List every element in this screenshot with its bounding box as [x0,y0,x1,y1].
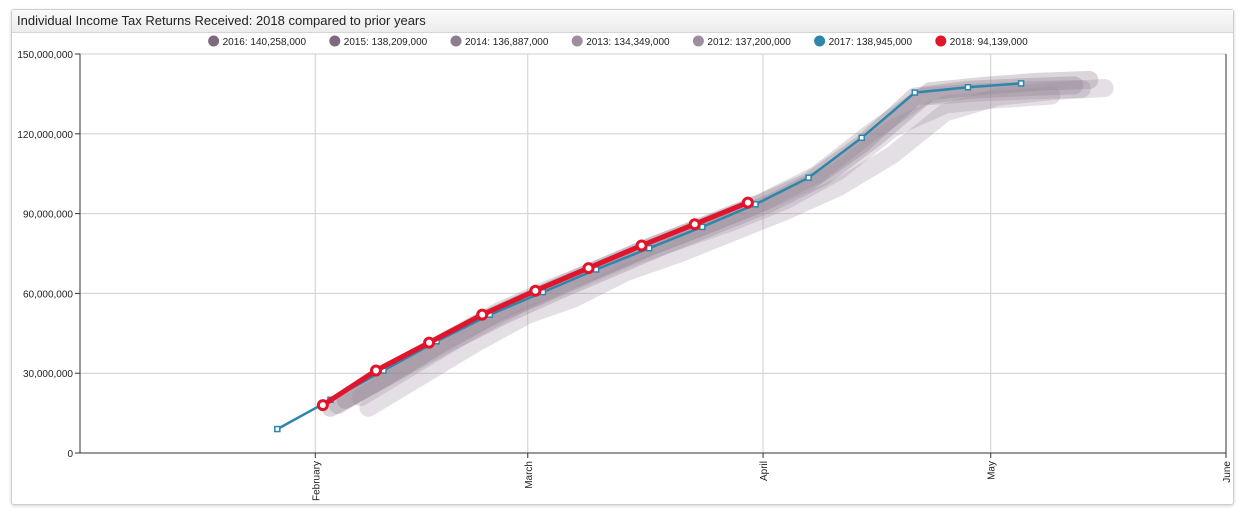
x-tick-label: June [1222,461,1233,483]
chart-panel: Individual Income Tax Returns Received: … [11,9,1234,505]
legend-label: 2014: 136,887,000 [465,37,549,48]
series-layer [274,70,1114,433]
legend-swatch [208,35,220,47]
legend-swatch [692,35,704,47]
data-point-2017 [964,84,972,91]
data-point-2018 [741,196,754,209]
y-tick-label: 120,000,000 [17,130,73,141]
legend: 2016: 140,258,000 2015: 138,209,000 2014: … [208,35,1028,48]
legend-item: 2016: 140,258,000 [208,35,307,48]
y-tick-label: 30,000,000 [23,369,73,380]
data-point-2018 [476,308,489,321]
legend-swatch [571,35,583,47]
data-point-2017 [1017,80,1025,87]
data-point-2017 [805,174,812,181]
x-tick-label: February [311,461,322,501]
data-point-2017 [274,425,281,433]
legend-swatch [935,35,947,47]
series-line-2013 [351,86,1061,407]
y-tick-label: 90,000,000 [23,210,73,221]
data-point-2018 [635,239,648,252]
legend-label: 2018: 94,139,000 [950,37,1028,48]
data-point-2018 [529,284,542,297]
series-line-2012 [359,79,1114,417]
data-point-2017 [858,134,865,142]
y-tick-label: 150,000,000 [17,50,73,61]
legend-label: 2016: 140,258,000 [223,37,307,48]
legend-item: 2013: 134,349,000 [571,35,670,48]
legend-item: 2018: 94,139,000 [935,35,1028,48]
data-point-2018 [369,364,382,377]
x-tick-label: March [524,461,535,489]
data-point-2018 [423,336,436,349]
data-point-2017 [911,89,919,96]
legend-label: 2015: 138,209,000 [344,37,428,48]
series-2012 [359,79,1114,417]
legend-swatch [329,35,341,47]
panel-header: Individual Income Tax Returns Received: … [12,10,1233,33]
legend-label: 2012: 137,200,000 [707,37,791,48]
legend-label: 2013: 134,349,000 [586,37,670,48]
x-tick-label: April [759,461,770,481]
data-point-2018 [688,218,701,231]
legend-swatch [814,35,826,47]
chart-title: Individual Income Tax Returns Received: … [17,13,426,28]
y-tick-label: 0 [67,449,73,460]
series-2018 [316,196,754,412]
y-tick-label: 60,000,000 [23,289,73,300]
legend-item: 2015: 138,209,000 [329,35,428,48]
axes: 0 30,000,000 60,000,000 90,000,000 120,000,0… [17,50,1233,501]
legend-item: 2014: 136,887,000 [450,35,549,48]
legend-item: 2017: 138,945,000 [814,35,913,48]
legend-item: 2012: 137,200,000 [692,35,791,48]
legend-label: 2017: 138,945,000 [829,37,913,48]
series-2013 [351,86,1061,407]
x-tick-label: May [987,461,998,480]
legend-swatch [450,35,462,47]
data-point-2018 [582,262,595,275]
data-point-2018 [316,399,329,412]
